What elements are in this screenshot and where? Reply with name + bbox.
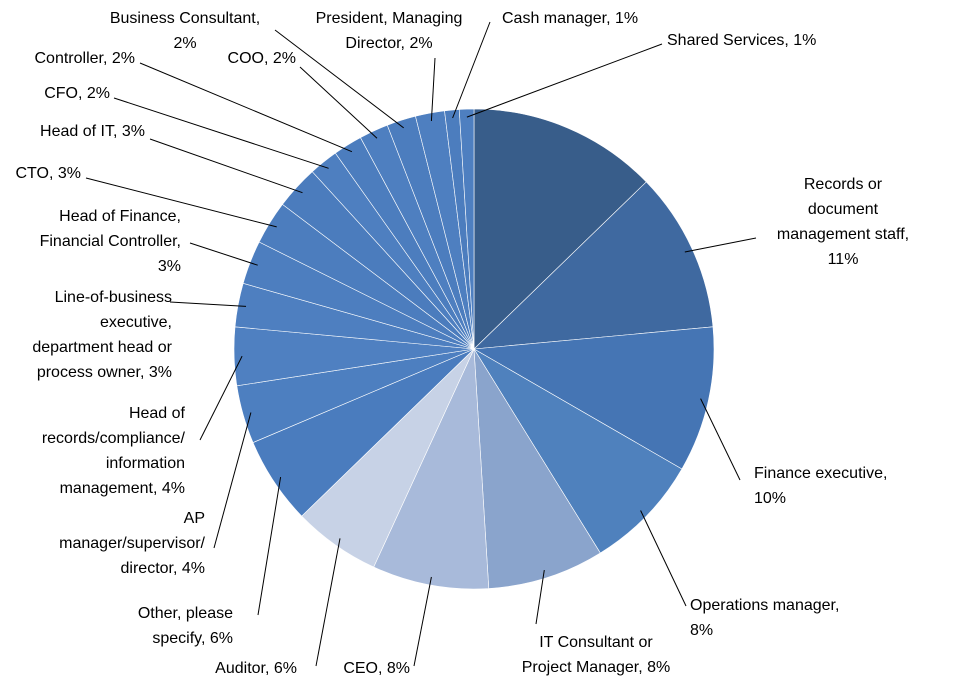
slice-label: Other, please specify, 6%	[138, 605, 233, 647]
slice-label-line: Cash manager, 1%	[502, 10, 638, 27]
leader-line	[85, 177, 277, 228]
pie-slice	[473, 108, 647, 350]
slice-label: Operations manager, 8%	[690, 597, 839, 639]
slice-label: President, Managing Director, 2%	[316, 10, 463, 52]
slice-label-line: director, 4%	[121, 560, 205, 577]
leader-line	[299, 66, 378, 139]
slice-label-line: CEO, 8%	[343, 660, 410, 677]
leader-line	[684, 237, 757, 253]
slice-label-line: Project Manager, 8%	[522, 659, 671, 676]
leader-line	[274, 29, 405, 129]
slice-label-line: President, Managing	[316, 10, 463, 27]
slice-label-line: information	[106, 455, 185, 472]
slice-label-line: AP	[184, 510, 205, 527]
leader-line	[640, 510, 687, 607]
slice-label-line: IT Consultant or	[539, 634, 653, 651]
slice-label-line: Operations manager,	[690, 597, 839, 614]
slice-label-line: specify, 6%	[152, 630, 233, 647]
leader-line	[315, 538, 341, 667]
leader-line	[169, 301, 247, 307]
slice-label: Records or document management staff, 11%	[777, 176, 909, 268]
slice-labels: Records or document management staff, 11% Fi…	[16, 10, 910, 677]
slice-label-line: document	[808, 201, 879, 218]
slice-label: Controller, 2%	[35, 50, 136, 67]
pie-slice	[473, 326, 715, 470]
leader-line	[535, 570, 545, 625]
slice-label-line: management, 4%	[60, 480, 185, 497]
slice-label-line: Head of Finance,	[59, 208, 181, 225]
leader-line	[199, 355, 243, 441]
slice-label-line: management staff,	[777, 226, 909, 243]
slice-label: CTO, 3%	[16, 165, 82, 182]
slice-label-line: Financial Controller,	[40, 233, 181, 250]
slice-label-line: 11%	[828, 251, 859, 268]
slice-label: CFO, 2%	[44, 85, 110, 102]
slice-label: Shared Services, 1%	[667, 32, 816, 49]
leader-line	[430, 57, 436, 122]
slice-label: CEO, 8%	[343, 660, 410, 677]
slice-label-line: Other, please	[138, 605, 233, 622]
pie-slice	[473, 181, 714, 350]
slice-label-line: 10%	[754, 490, 786, 507]
slice-label-line: 2%	[173, 35, 196, 52]
slice-label-line: Line-of-business	[55, 289, 172, 306]
leader-line	[700, 398, 741, 481]
leader-line	[466, 43, 663, 118]
pie-slice	[473, 348, 601, 589]
slice-label-line: Controller, 2%	[35, 50, 136, 67]
slice-label: Head of Finance, Financial Controller, 3%	[40, 208, 181, 275]
slice-label-line: Director, 2%	[345, 35, 432, 52]
leader-line	[213, 412, 252, 549]
slice-label-line: CFO, 2%	[44, 85, 110, 102]
leader-lines	[85, 21, 757, 667]
leader-line	[149, 138, 303, 194]
slice-label: AP manager/supervisor/director, 4%	[59, 510, 205, 577]
leader-line	[189, 242, 258, 266]
slice-label-line: Head of	[129, 405, 186, 422]
slice-label-line: CTO, 3%	[16, 165, 82, 182]
slice-label: Business Consultant, 2%	[110, 10, 260, 52]
slice-label: Cash manager, 1%	[502, 10, 638, 27]
slice-label-line: department head or	[32, 339, 172, 356]
slice-label-line: Auditor, 6%	[215, 660, 297, 677]
pie-slice	[473, 348, 683, 554]
pie-slice	[458, 108, 475, 350]
leader-line	[257, 477, 282, 616]
slice-label-line: executive,	[100, 314, 172, 331]
slice-label-line: Business Consultant,	[110, 10, 260, 27]
leader-line	[413, 576, 432, 667]
slice-label-line: Records or	[804, 176, 883, 193]
slice-label: COO, 2%	[228, 50, 296, 67]
pie-slices	[233, 108, 715, 590]
slice-label: Head of records/compliance/information man…	[42, 405, 186, 497]
slice-label-line: Finance executive,	[754, 465, 887, 482]
leader-line	[113, 97, 329, 169]
slice-label-line: 3%	[158, 258, 181, 275]
slice-label-line: records/compliance/	[42, 430, 186, 447]
slice-label-line: Shared Services, 1%	[667, 32, 816, 49]
slice-label-line: manager/supervisor/	[59, 535, 205, 552]
slice-label: IT Consultant or Project Manager, 8%	[522, 634, 671, 676]
slice-label: Head of IT, 3%	[40, 123, 145, 140]
leader-line	[452, 21, 491, 119]
slice-label-line: 8%	[690, 622, 713, 639]
slice-label: Line-of-business executive, department hea…	[32, 289, 172, 381]
slice-label: Auditor, 6%	[215, 660, 297, 677]
slice-label-line: process owner, 3%	[37, 364, 172, 381]
slice-label: Finance executive, 10%	[754, 465, 887, 507]
leader-line	[139, 62, 353, 153]
slice-label-line: COO, 2%	[228, 50, 296, 67]
slice-label-line: Head of IT, 3%	[40, 123, 145, 140]
